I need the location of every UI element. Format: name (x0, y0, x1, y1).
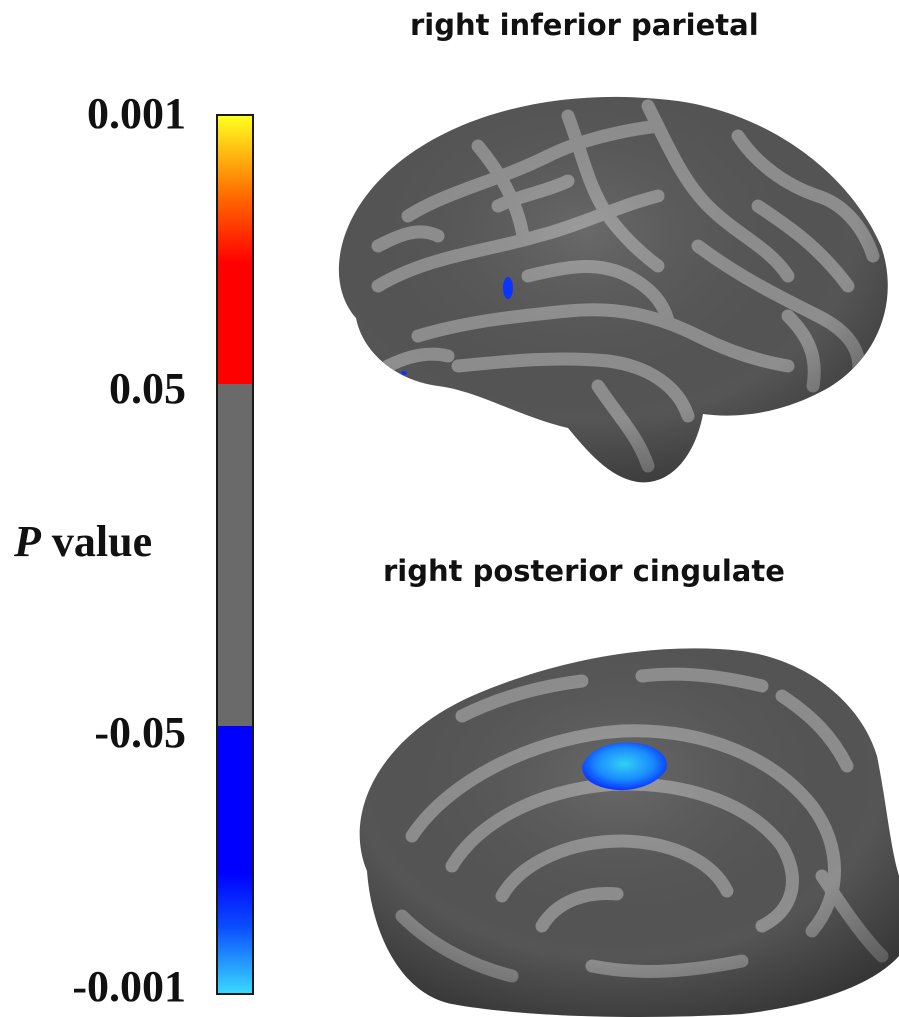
colorbar-title-rest: value (40, 517, 153, 566)
panel-title-inferior-parietal: right inferior parietal (410, 8, 759, 42)
tick-label-neg-0.05: -0.05 (94, 708, 186, 757)
colorbar-title-p: P (14, 517, 41, 566)
colorbar-positive-segment (218, 116, 252, 384)
colorbar-neutral-segment (218, 384, 252, 726)
tick-label-0.001: 0.001 (87, 89, 186, 138)
tick-label-neg-0.001: -0.001 (72, 962, 186, 1011)
brain-lateral-view (338, 96, 888, 483)
significant-cluster-inferior-parietal (503, 277, 513, 299)
significant-cluster-small (401, 371, 407, 375)
colorbar-negative-segment (218, 726, 252, 993)
colorbar-title: P value (14, 520, 152, 564)
significant-cluster-posterior-cingulate (582, 742, 667, 791)
colorbar (216, 114, 254, 995)
brain-medial-view (359, 648, 899, 1017)
panel-title-posterior-cingulate: right posterior cingulate (383, 554, 785, 588)
tick-label-0.05: 0.05 (109, 364, 186, 413)
